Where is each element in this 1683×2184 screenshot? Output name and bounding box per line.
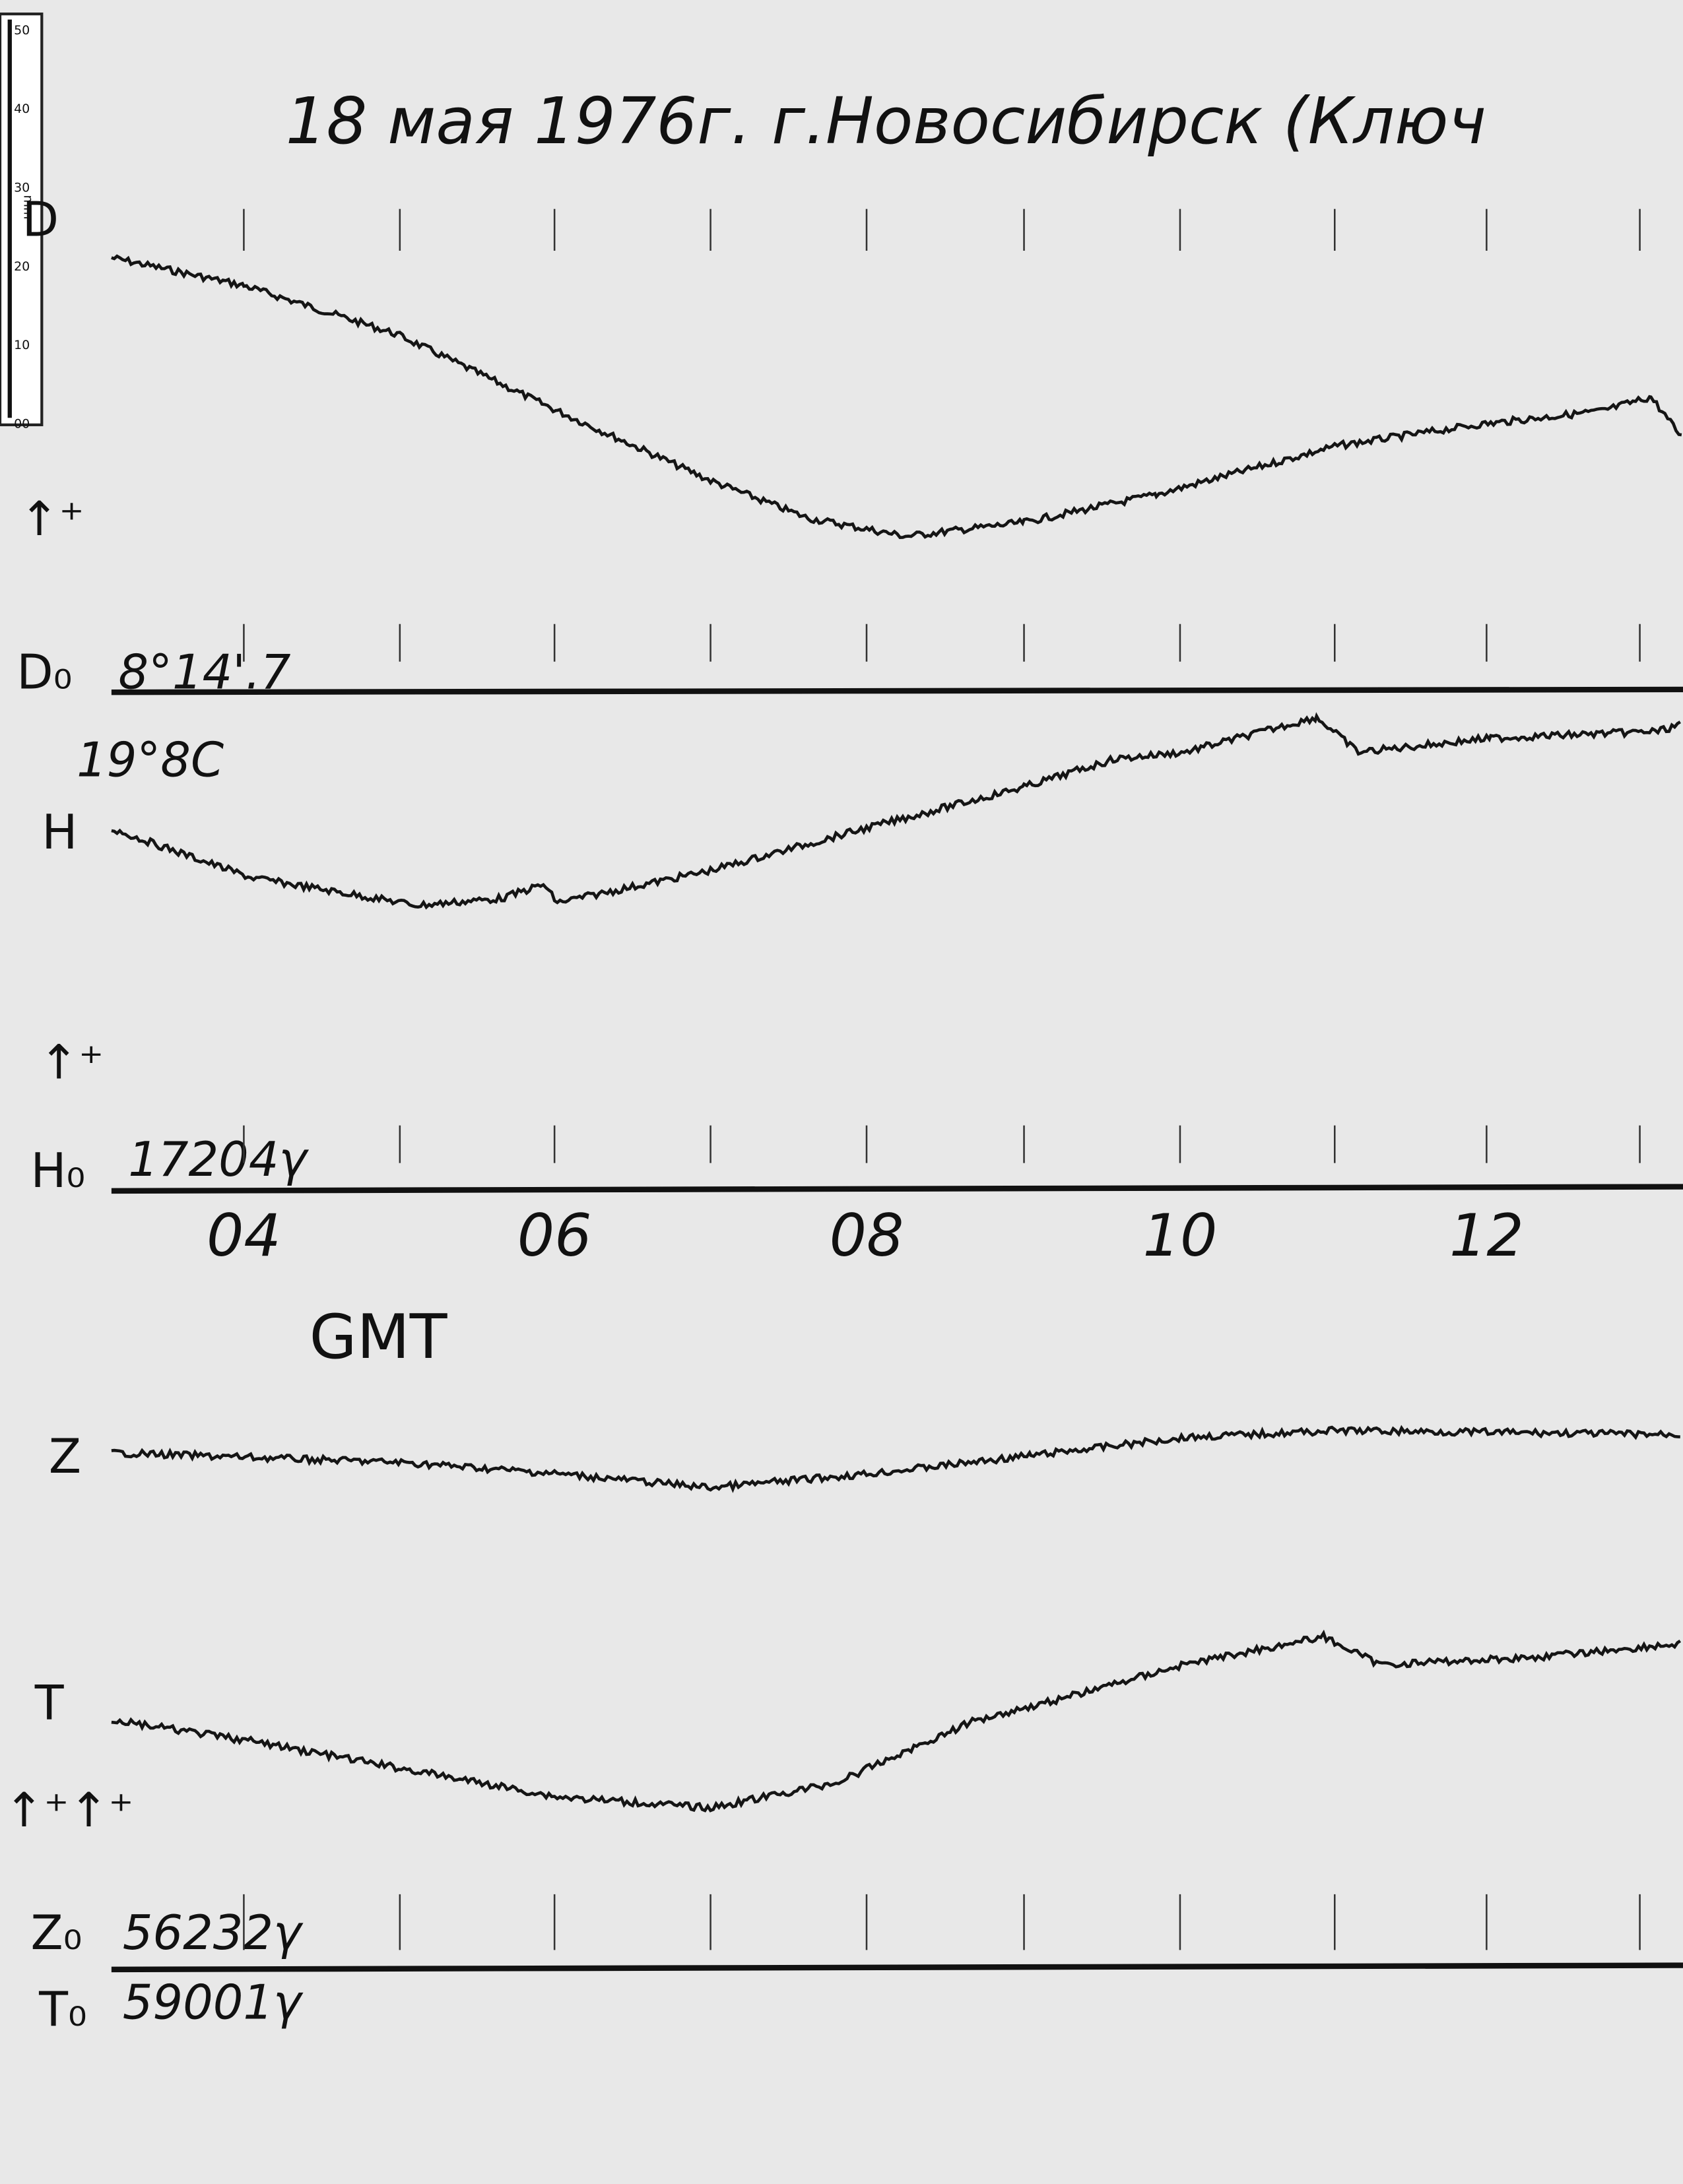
trace-line — [111, 254, 1682, 540]
hour-label: 06 — [517, 1202, 592, 1269]
ruler-label: 40 — [14, 102, 30, 116]
h-baseline-value: 17204γ — [128, 1132, 309, 1187]
hour-label: 08 — [830, 1202, 904, 1269]
z-label: Z — [49, 1429, 81, 1484]
arrow-symbol: ↑⁺ — [39, 1034, 104, 1089]
h-label: H — [42, 804, 77, 860]
hour-label: 10 — [1143, 1202, 1218, 1269]
hour-label: 04 — [207, 1202, 281, 1269]
hour-label: 12 — [1449, 1202, 1524, 1269]
trace-line — [111, 1425, 1680, 1493]
d-baseline — [111, 686, 1683, 695]
traces — [111, 209, 1682, 1950]
ruler-unit: mm — [21, 195, 36, 220]
t-baseline-value: 59001γ — [123, 1974, 304, 2030]
ruler-label: 50 — [14, 23, 30, 38]
temperature: 19°8C — [77, 732, 224, 787]
arrow-symbol: ↑⁺ — [20, 491, 84, 546]
ruler-labels: 50 40 30 20 10 00 — [14, 23, 30, 431]
d-baseline-label: D₀ — [16, 644, 72, 699]
time-axis-labels: 04 06 08 10 12 — [207, 1202, 1524, 1269]
ruler-label: 20 — [14, 259, 30, 274]
z-baseline-value: 56232γ — [123, 1905, 304, 1960]
h-baseline — [111, 1184, 1683, 1194]
h-baseline-label: H₀ — [30, 1143, 85, 1198]
d-label: D — [22, 191, 59, 247]
trace-line — [111, 712, 1681, 910]
title: 18 мая 1976г. г.Новосибирск (Ключ — [286, 84, 1486, 158]
trace-line — [111, 1629, 1682, 1813]
z-baseline — [111, 1962, 1683, 1973]
z-baseline-label: Z₀ — [30, 1905, 82, 1960]
t-baseline-label: T₀ — [38, 1981, 87, 2037]
ruler-label: 00 — [14, 416, 30, 431]
time-unit: GMT — [310, 1301, 447, 1372]
ruler-label: 10 — [14, 338, 30, 352]
ruler-label: 30 — [14, 181, 30, 195]
ruler — [0, 13, 44, 426]
t-label: T — [34, 1675, 65, 1730]
arrow-symbol: ↑⁺↑⁺ — [4, 1782, 133, 1838]
